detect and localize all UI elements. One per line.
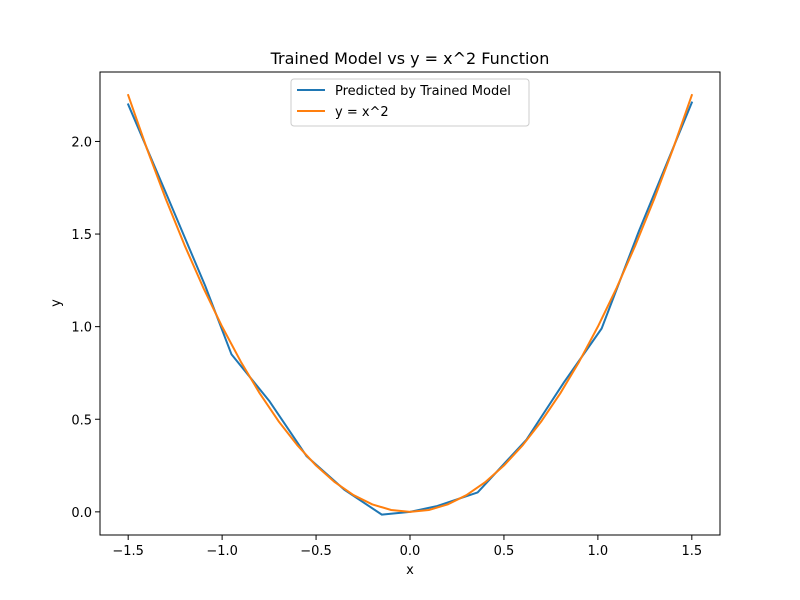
- series-line-2: [126, 93, 694, 513]
- y-tick-label: 2.0: [71, 135, 92, 150]
- legend-box: [290, 78, 530, 127]
- y-tick-label: 1.0: [71, 321, 92, 336]
- x-tick-label: 1.0: [588, 544, 609, 559]
- legend-label-1: Predicted by Trained Model: [335, 84, 511, 99]
- y-tick-label: 1.5: [71, 228, 92, 243]
- legend-label-2: y = x^2: [335, 105, 389, 120]
- x-tick-label: 0.0: [400, 544, 421, 559]
- axes-layer: −1.5 −1.0 −0.5 0.0 0.5 1.0 1.5 0.0 0.5 1.0 1.5 2.0: [71, 71, 721, 559]
- x-tick-label: −1.0: [206, 544, 238, 559]
- y-tick-label: 0.0: [71, 506, 92, 521]
- y-axis-label: y: [49, 299, 64, 307]
- x-tick-label: 1.5: [681, 544, 702, 559]
- chart-title: Trained Model vs y = x^2 Function: [270, 49, 550, 68]
- x-axis-label: x: [406, 563, 414, 578]
- legend: Predicted by Trained Model y = x^2: [290, 78, 530, 127]
- x-tick-label: −0.5: [300, 544, 332, 559]
- x-tick-label: −1.5: [112, 544, 144, 559]
- x-tick-label: 0.5: [494, 544, 515, 559]
- series-layer: [126, 93, 694, 516]
- y-tick-label: 0.5: [71, 413, 92, 428]
